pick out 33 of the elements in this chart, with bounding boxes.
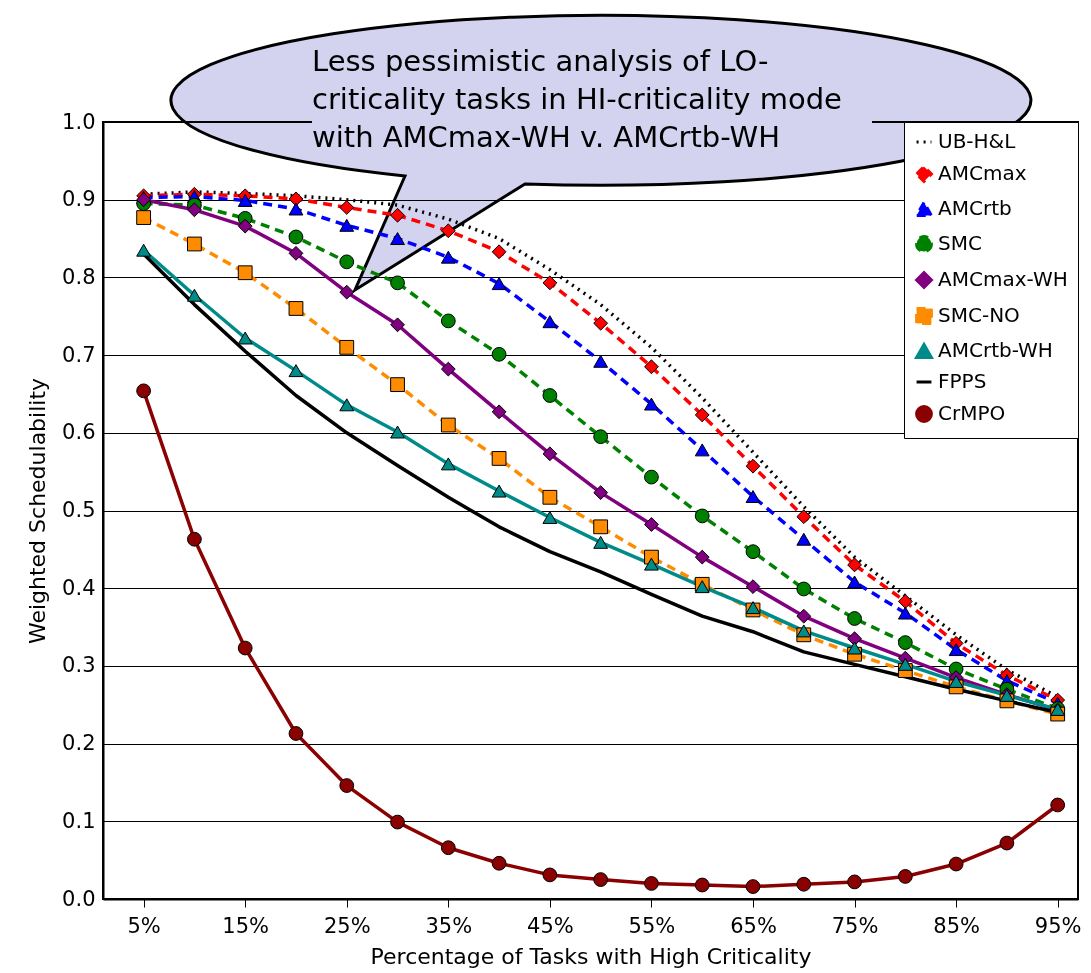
y-tick-label: 0.3 <box>62 653 96 678</box>
y-tick-label: 0.8 <box>62 264 96 289</box>
legend-label: FPPS <box>938 369 987 393</box>
y-tick-label: 0.2 <box>62 731 96 756</box>
y-tick-label: 1.0 <box>62 109 96 134</box>
x-tick-label: 5% <box>127 913 161 938</box>
x-axis-title: Percentage of Tasks with High Criticality <box>370 943 812 969</box>
y-tick-label: 0.5 <box>62 498 96 522</box>
y-tick-label: 0.6 <box>62 420 96 445</box>
x-tick-label: 55% <box>628 913 676 938</box>
legend-label: AMCrtb <box>938 196 1012 220</box>
y-tick-label: 0.7 <box>62 342 96 367</box>
y-tick-label: 0.4 <box>62 575 96 600</box>
legend-label: SMC <box>938 231 982 255</box>
y-axis-title: Weighted Schedulability <box>25 377 51 645</box>
x-tick-label: 65% <box>730 913 777 938</box>
legend-label: UB-H&L <box>938 129 1017 153</box>
legend-label: SMC-NO <box>938 303 1020 327</box>
y-tick-label: 0.0 <box>62 886 96 911</box>
legend-label: AMCrtb-WH <box>938 338 1053 362</box>
x-tick-label: 85% <box>933 913 980 938</box>
x-tick-label: 35% <box>425 913 473 938</box>
x-tick-label: 75% <box>831 913 879 938</box>
x-tick-label: 95% <box>1034 913 1082 938</box>
legend-label: AMCmax <box>938 161 1027 185</box>
legend-label: CrMPO <box>938 401 1006 425</box>
y-tick-label: 0.1 <box>62 808 96 833</box>
legend-label: AMCmax-WH <box>938 267 1068 291</box>
x-tick-label: 25% <box>323 913 371 938</box>
x-tick-label: 15% <box>222 913 270 938</box>
y-tick-label: 0.9 <box>62 187 96 212</box>
x-tick-label: 45% <box>527 913 574 938</box>
annotation: Less pessimistic analysis of LO-criticality tasks in HI-criticality mode with AMCmax-WH v. AMCrtb-WH <box>312 42 872 156</box>
